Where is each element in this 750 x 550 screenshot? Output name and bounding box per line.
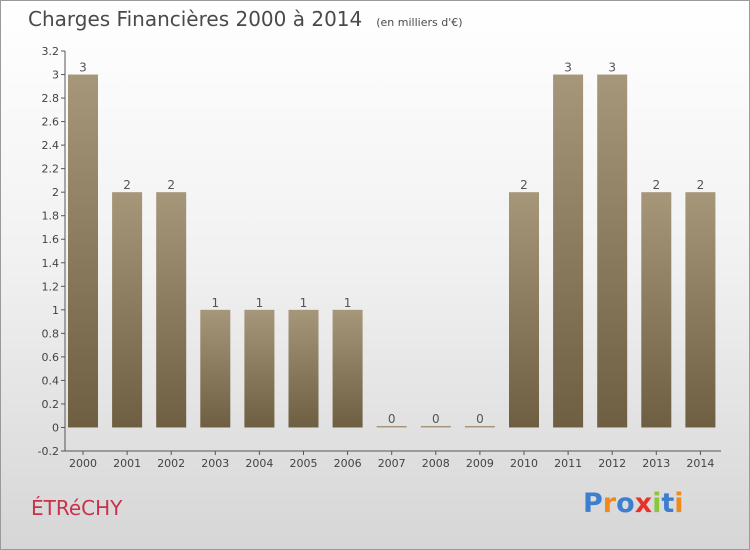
x-tick-label: 2008 (422, 457, 450, 470)
logo-letter: P (583, 488, 603, 519)
x-tick-label: 2003 (201, 457, 229, 470)
data-label: 3 (608, 61, 616, 75)
y-tick-label: 1.8 (42, 210, 60, 223)
y-tick-label: 2.4 (42, 139, 60, 152)
bar (553, 74, 584, 428)
y-tick-label: 3 (52, 69, 59, 82)
logo-letter: o (616, 488, 635, 519)
chart-axes: -0.2 0 0.2 0.4 0.6 0.8 1 1.2 1.4 1.6 1.8 2 2.2 2.4 2.6… (38, 45, 721, 458)
y-tick-label: 0.2 (42, 398, 60, 411)
bar (332, 309, 363, 428)
y-tick-label: 1 (52, 304, 59, 317)
x-tick-label: 2014 (686, 457, 714, 470)
data-label: 0 (388, 412, 396, 426)
x-tick-label: 2009 (466, 457, 494, 470)
chart-title: Charges Financières 2000 à 2014 (28, 7, 363, 31)
logo-letter: t (661, 488, 675, 519)
x-tick-label: 2005 (290, 457, 318, 470)
data-label: 2 (123, 178, 131, 192)
chart-bars (68, 74, 716, 428)
y-tick-label: 2.2 (42, 163, 60, 176)
bar (68, 74, 98, 428)
data-label: 1 (344, 296, 352, 310)
bar (420, 425, 451, 428)
commune-name: ÉTRéCHY (31, 496, 123, 520)
data-label: 1 (300, 296, 308, 310)
data-label: 0 (432, 412, 440, 426)
y-tick-label: 0.8 (42, 327, 60, 340)
bar (244, 309, 275, 428)
chart-labels: 2000320012200222003120041200512006120070… (69, 61, 714, 470)
data-label: 1 (256, 296, 264, 310)
x-tick-label: 2011 (554, 457, 582, 470)
y-tick-label: 0 (52, 421, 59, 434)
bar (464, 425, 495, 428)
logo-letter: i (674, 488, 684, 519)
x-tick-label: 2000 (69, 457, 97, 470)
x-tick-label: 2006 (334, 457, 362, 470)
y-tick-label: 1.4 (42, 257, 60, 270)
x-tick-label: 2012 (598, 457, 626, 470)
data-label: 2 (652, 178, 660, 192)
bar (509, 192, 539, 428)
y-tick-label: 2 (52, 186, 59, 199)
y-tick-label: 1.6 (42, 233, 60, 246)
y-tick-label: 0.6 (42, 351, 60, 364)
bar (376, 425, 407, 428)
data-label: 2 (697, 178, 705, 192)
proxiti-logo-text: Proxiti (583, 488, 684, 519)
proxiti-logo[interactable]: Proxiti (583, 488, 684, 519)
data-label: 1 (211, 296, 219, 310)
x-tick-label: 2004 (245, 457, 273, 470)
chart-subtitle: (en milliers d'€) (376, 16, 463, 29)
x-tick-label: 2007 (378, 457, 406, 470)
x-tick-label: 2001 (113, 457, 141, 470)
data-label: 2 (520, 178, 528, 192)
y-tick-label: 0.4 (42, 374, 60, 387)
y-tick-label: -0.2 (38, 445, 59, 458)
bar (641, 192, 672, 428)
y-tick-label: 2.8 (42, 92, 60, 105)
y-tick-label: 1.2 (42, 280, 60, 293)
bar (112, 192, 143, 428)
y-tick-label: 2.6 (42, 116, 60, 129)
logo-letter: r (602, 488, 617, 519)
data-label: 0 (476, 412, 484, 426)
bar (597, 74, 628, 428)
bar (156, 192, 187, 428)
bar (288, 309, 319, 428)
data-label: 2 (167, 178, 175, 192)
x-tick-label: 2010 (510, 457, 538, 470)
data-label: 3 (564, 61, 572, 75)
data-label: 3 (79, 61, 87, 75)
x-tick-label: 2013 (642, 457, 670, 470)
bar (200, 309, 231, 428)
chart-header: Charges Financières 2000 à 2014 (en milli… (28, 7, 463, 31)
x-tick-label: 2002 (157, 457, 185, 470)
logo-letter: x (634, 488, 653, 519)
logo-letter: i (652, 488, 662, 519)
y-tick-label: 3.2 (42, 45, 60, 58)
bar (685, 192, 716, 428)
